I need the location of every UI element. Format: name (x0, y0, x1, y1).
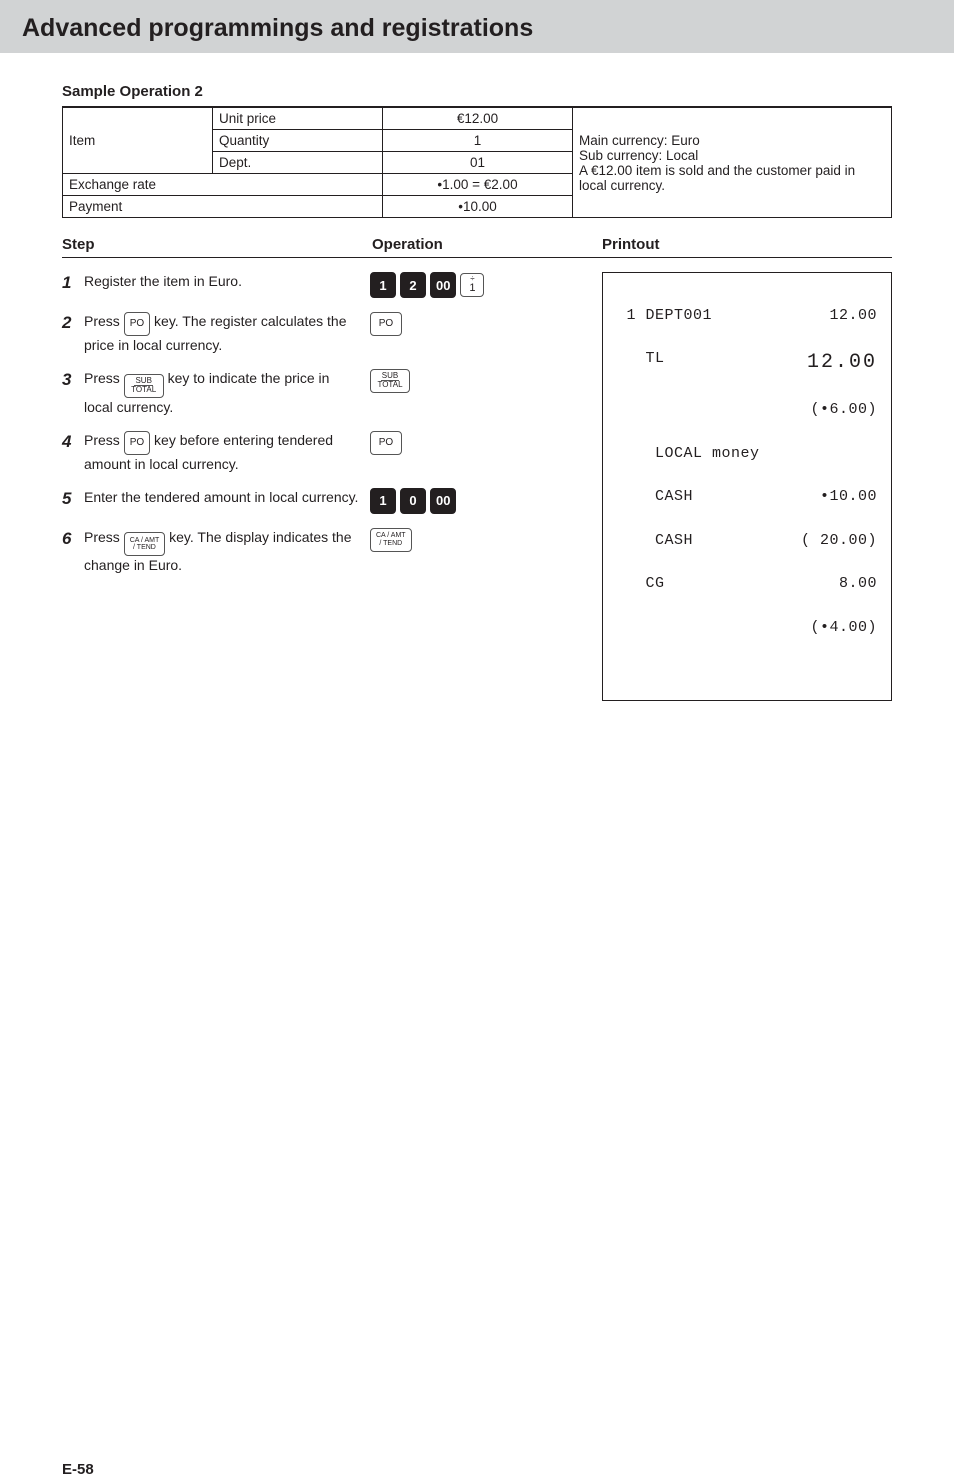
col-printout: Printout (602, 236, 892, 253)
col-step: Step (62, 236, 372, 253)
r: (•4.00) (810, 617, 877, 639)
cell-unitprice-val: €12.00 (383, 108, 573, 130)
step-text: Press CA / AMT/ TEND key. The display in… (84, 528, 362, 575)
key-0[interactable]: 0 (400, 488, 426, 514)
r: 1 DEPT001 (617, 305, 712, 327)
cell-payment-label: Payment (63, 196, 383, 218)
key-caamt-inline[interactable]: CA / AMT/ TEND (124, 532, 166, 556)
r: CASH (617, 486, 693, 508)
cell-item-label: Item (63, 108, 213, 174)
r (617, 399, 627, 421)
step-num: 6 (62, 528, 84, 551)
key-1[interactable]: 1 (370, 272, 396, 298)
cell-dept-val: 01 (383, 152, 573, 174)
key-dept1[interactable]: ÷1 (460, 273, 484, 297)
step-op: CA / AMT/ TEND (370, 528, 412, 552)
cell-exchange-label: Exchange rate (63, 174, 383, 196)
step-op: PO (370, 431, 402, 455)
step-text: Press SUBTOTAL key to indicate the price… (84, 369, 362, 417)
r: •10.00 (820, 486, 877, 508)
section-header-row: Step Operation Printout (62, 236, 892, 258)
t: / TEND (133, 544, 156, 551)
step-num: 3 (62, 369, 84, 392)
step-num: 5 (62, 488, 84, 511)
step-5: 5 Enter the tendered amount in local cur… (62, 488, 602, 514)
step-op: PO (370, 312, 402, 336)
key-caamt[interactable]: CA / AMT/ TEND (370, 528, 412, 552)
key-00[interactable]: 00 (430, 272, 456, 298)
r: 12.00 (807, 348, 877, 377)
key-2[interactable]: 2 (400, 272, 426, 298)
key-po[interactable]: PO (370, 312, 402, 336)
r: TL (617, 348, 665, 377)
cell-dept-label: Dept. (213, 152, 383, 174)
r: ( 20.00) (801, 530, 877, 552)
cell-quantity-label: Quantity (213, 130, 383, 152)
r: CG (617, 573, 665, 595)
t: CA / AMT (376, 532, 406, 539)
t: CA / AMT (130, 537, 160, 544)
r: 12.00 (829, 305, 877, 327)
step-6: 6 Press CA / AMT/ TEND key. The display … (62, 528, 602, 575)
col-operation: Operation (372, 236, 602, 253)
cell-quantity-val: 1 (383, 130, 573, 152)
step-op: 1 0 00 (370, 488, 456, 514)
t: Press (84, 529, 124, 545)
step-op: 1 2 00 ÷1 (370, 272, 484, 298)
key-po-inline[interactable]: PO (124, 312, 150, 336)
sample-title: Sample Operation 2 (62, 83, 892, 100)
key-1[interactable]: 1 (370, 488, 396, 514)
key-po[interactable]: PO (370, 431, 402, 455)
t: Press (84, 313, 124, 329)
step-text: Register the item in Euro. (84, 272, 362, 291)
r: LOCAL money (617, 443, 877, 465)
step-op: SUBTOTAL (370, 369, 410, 393)
r: 8.00 (839, 573, 877, 595)
page-title: Advanced programmings and registrations (22, 14, 932, 43)
step-num: 4 (62, 431, 84, 454)
step-num: 1 (62, 272, 84, 295)
header-bar: Advanced programmings and registrations (0, 0, 954, 53)
step-num: 2 (62, 312, 84, 335)
r (617, 617, 627, 639)
t: Press (84, 370, 124, 386)
r: (•6.00) (810, 399, 877, 421)
step-2: 2 Press PO key. The register calculates … (62, 312, 602, 355)
cell-note: Main currency: EuroSub currency: LocalA … (573, 108, 892, 218)
step-3: 3 Press SUBTOTAL key to indicate the pri… (62, 369, 602, 417)
key-subtotal[interactable]: SUBTOTAL (370, 369, 410, 393)
step-1: 1 Register the item in Euro. 1 2 00 ÷1 (62, 272, 602, 298)
key-subtotal-inline[interactable]: SUBTOTAL (124, 374, 164, 398)
cell-unitprice-label: Unit price (213, 108, 383, 130)
key-po-inline[interactable]: PO (124, 431, 150, 455)
r: CASH (617, 530, 693, 552)
t: TOTAL (131, 386, 156, 394)
t: Press (84, 432, 124, 448)
key-00[interactable]: 00 (430, 488, 456, 514)
step-4: 4 Press PO key before entering tendered … (62, 431, 602, 474)
t: / TEND (379, 540, 402, 547)
receipt: 1 DEPT001 12.00 TL 12.00 (•6.00) LOCAL mon… (602, 272, 892, 701)
step-text: Press PO key. The register calculates th… (84, 312, 362, 355)
step-text: Enter the tendered amount in local curre… (84, 488, 362, 507)
page-footer: E-58 (62, 1461, 892, 1478)
t: TOTAL (377, 381, 402, 389)
step-text: Press PO key before entering tendered am… (84, 431, 362, 474)
info-table: Item Unit price €12.00 Main currency: Eu… (62, 107, 892, 218)
cell-payment-val: •10.00 (383, 196, 573, 218)
cell-exchange-val: •1.00 = €2.00 (383, 174, 573, 196)
content-area: Sample Operation 2 Item Unit price €12.0… (0, 83, 954, 1478)
